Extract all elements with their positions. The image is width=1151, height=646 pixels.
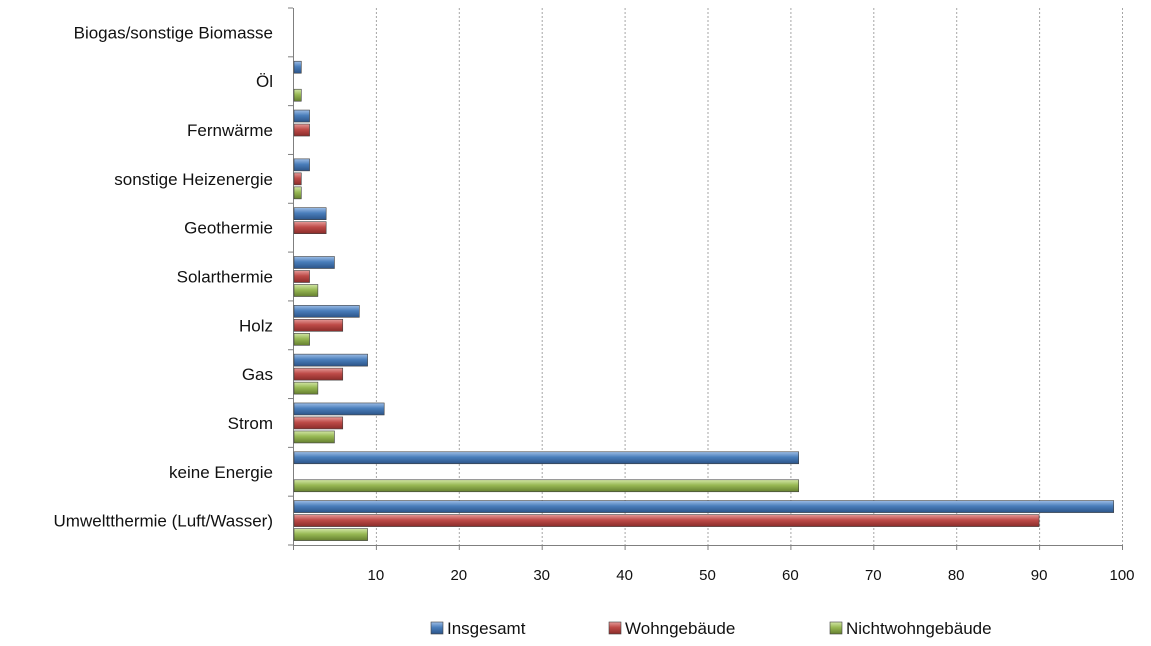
bar-nichtwohngebäude-4 xyxy=(293,333,310,346)
bar-insgesamt-2 xyxy=(293,402,385,416)
category-label: Öl xyxy=(256,72,273,91)
x-tick-label-60: 60 xyxy=(782,567,799,584)
legend-label: Nichtwohngebäude xyxy=(846,619,992,638)
legend-label: Wohngebäude xyxy=(625,619,735,638)
x-tick-label-100: 100 xyxy=(1109,567,1134,584)
axes xyxy=(288,7,1123,550)
bar-rect xyxy=(293,319,344,332)
x-tick-label-80: 80 xyxy=(948,567,965,584)
category-label: Gas xyxy=(242,365,273,384)
x-tick-label-50: 50 xyxy=(699,567,716,584)
bar-rect xyxy=(293,284,319,297)
legend-label: Insgesamt xyxy=(447,619,526,638)
category-label: sonstige Heizenergie xyxy=(114,170,273,189)
x-tick-labels: 10 20 30 40 50 60 70 80 90 100 xyxy=(368,567,1135,584)
bar-wohngebäude-5 xyxy=(293,270,310,283)
bar-nichtwohngebäude-3 xyxy=(293,381,319,395)
bar-rect xyxy=(293,88,302,102)
bar-rect xyxy=(293,158,310,172)
bar-rect xyxy=(293,305,360,318)
category-label: Biogas/sonstige Biomasse xyxy=(74,23,273,42)
category-label: Umweltthermie (Luft/Wasser) xyxy=(54,512,273,531)
bar-rect xyxy=(293,367,344,381)
bar-rect xyxy=(293,381,319,395)
category-labels: Umweltthermie (Luft/Wasser) keine Energie… xyxy=(54,23,273,530)
bar-wohngebäude-3 xyxy=(293,367,344,381)
bar-rect xyxy=(293,416,344,430)
bar-rect xyxy=(293,451,799,465)
legend-swatch xyxy=(608,621,622,635)
category-label: Fernwärme xyxy=(187,121,273,140)
bar-wohngebäude-0 xyxy=(293,514,1040,527)
bars xyxy=(293,60,1115,541)
bar-nichtwohngebäude-7 xyxy=(293,186,302,200)
bar-nichtwohngebäude-9 xyxy=(293,88,302,102)
bar-rect xyxy=(293,479,799,493)
bar-rect xyxy=(293,353,368,367)
x-tick-label-70: 70 xyxy=(865,567,882,584)
bar-rect xyxy=(293,500,1115,513)
bar-nichtwohngebäude-2 xyxy=(293,430,335,444)
bar-rect xyxy=(293,123,310,137)
bar-nichtwohngebäude-1 xyxy=(293,479,799,493)
bar-rect xyxy=(293,528,368,541)
category-label: Geothermie xyxy=(184,219,273,238)
bar-rect xyxy=(293,402,385,416)
bar-insgesamt-8 xyxy=(293,109,310,123)
bar-rect xyxy=(293,514,1040,527)
bar-wohngebäude-6 xyxy=(293,221,327,234)
category-label: Strom xyxy=(228,414,273,433)
legend-item-wohngebäude: Wohngebäude xyxy=(608,619,735,638)
bar-insgesamt-3 xyxy=(293,353,368,367)
bar-insgesamt-1 xyxy=(293,451,799,465)
bar-nichtwohngebäude-0 xyxy=(293,528,368,541)
bar-insgesamt-5 xyxy=(293,256,335,269)
bar-rect xyxy=(293,333,310,346)
x-tick-label-20: 20 xyxy=(450,567,467,584)
bar-insgesamt-0 xyxy=(293,500,1115,513)
bar-insgesamt-7 xyxy=(293,158,310,172)
legend-item-insgesamt: Insgesamt xyxy=(430,619,526,638)
bar-rect xyxy=(293,109,310,123)
bar-rect xyxy=(293,430,335,444)
legend: Insgesamt Wohngebäude Nichtwohngebäude xyxy=(430,619,992,638)
category-label: Holz xyxy=(239,316,273,335)
x-tick-label-10: 10 xyxy=(368,567,385,584)
legend-swatch xyxy=(829,621,843,635)
bar-insgesamt-9 xyxy=(293,60,302,74)
bar-rect xyxy=(293,172,302,186)
bar-nichtwohngebäude-5 xyxy=(293,284,319,297)
x-tick-label-90: 90 xyxy=(1031,567,1048,584)
bar-rect xyxy=(293,207,327,220)
legend-swatch xyxy=(430,621,444,635)
bar-wohngebäude-4 xyxy=(293,319,344,332)
bar-wohngebäude-2 xyxy=(293,416,344,430)
bar-wohngebäude-8 xyxy=(293,123,310,137)
bar-rect xyxy=(293,186,302,200)
category-label: Solarthermie xyxy=(177,268,273,287)
bar-rect xyxy=(293,256,335,269)
bar-insgesamt-6 xyxy=(293,207,327,220)
bar-insgesamt-4 xyxy=(293,305,360,318)
bar-rect xyxy=(293,60,302,74)
x-tick-label-40: 40 xyxy=(616,567,633,584)
category-label: keine Energie xyxy=(169,463,273,482)
x-tick-label-30: 30 xyxy=(533,567,550,584)
legend-item-nichtwohngebäude: Nichtwohngebäude xyxy=(829,619,992,638)
bar-rect xyxy=(293,221,327,234)
gridlines xyxy=(375,8,1123,545)
bar-wohngebäude-7 xyxy=(293,172,302,186)
bar-rect xyxy=(293,270,310,283)
